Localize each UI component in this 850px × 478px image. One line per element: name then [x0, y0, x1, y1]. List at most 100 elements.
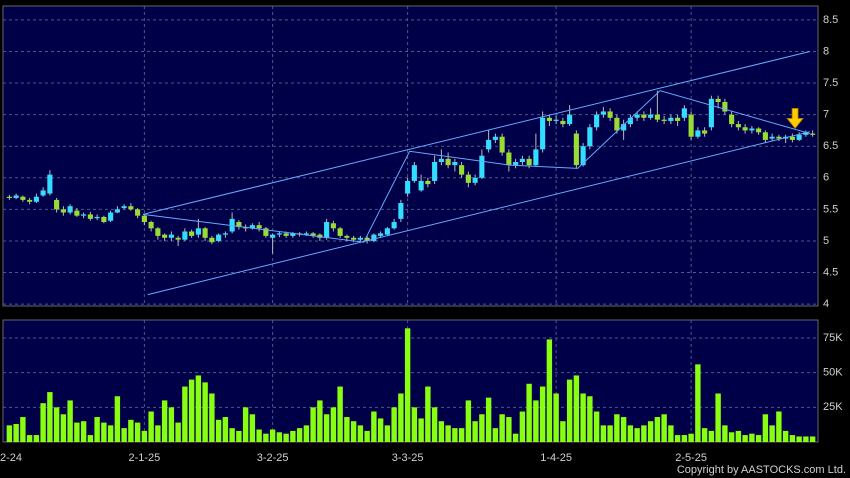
candle-body: [769, 136, 775, 139]
candle-body: [249, 225, 255, 229]
candle-body: [668, 117, 674, 121]
volume-bar: [303, 425, 310, 442]
volume-bar: [452, 428, 458, 442]
candle-body: [776, 136, 782, 139]
volume-bar: [519, 411, 526, 442]
candle-body: [33, 196, 39, 202]
volume-bar: [445, 425, 451, 442]
volume-bar: [215, 419, 222, 442]
candle-body: [654, 114, 660, 120]
volume-bar: [607, 425, 613, 442]
candle-body: [621, 124, 627, 131]
x-tick-label: 3-2-25: [257, 452, 289, 464]
volume-bar: [715, 393, 721, 442]
candle-body: [236, 222, 242, 228]
candle-body: [310, 233, 316, 236]
candle-body: [74, 210, 80, 216]
volume-bar: [67, 400, 73, 442]
candle-body: [810, 133, 816, 135]
volume-bar: [161, 400, 168, 442]
volume-bar: [499, 414, 505, 442]
volume-bar: [587, 396, 593, 442]
candle-body: [330, 223, 336, 229]
candle-body: [486, 139, 492, 150]
volume-bar: [620, 417, 627, 442]
y-tick-label: 4.5: [823, 266, 838, 278]
candle-body: [573, 133, 579, 166]
y-tick-label: 25K: [823, 401, 843, 413]
candle-body: [81, 214, 87, 216]
trend-line: [142, 50, 811, 215]
candle-body: [607, 111, 613, 118]
x-tick-label: 2-24: [0, 452, 22, 464]
y-tick-label: 5.5: [823, 203, 838, 215]
candle-body: [715, 98, 721, 102]
volume-bar: [782, 430, 789, 442]
candle-body: [155, 228, 161, 236]
y-tick-label: 5: [823, 235, 829, 247]
volume-bar: [654, 417, 661, 442]
y-tick-label: 8.5: [823, 14, 838, 26]
volume-bar: [661, 414, 667, 442]
volume-bar: [526, 383, 532, 442]
volume-bar: [155, 425, 161, 442]
volume-bar: [182, 386, 188, 442]
candle-body: [702, 130, 708, 134]
candle-body: [135, 209, 141, 216]
volume-bar: [263, 433, 269, 442]
arrow-marker: [786, 108, 804, 130]
candle-body: [114, 209, 120, 213]
volume-bar: [107, 425, 114, 442]
candle-body: [13, 195, 19, 198]
volume-bar: [674, 435, 681, 442]
candle-body: [546, 117, 552, 121]
candle-body: [762, 132, 768, 140]
candle-body: [533, 149, 539, 166]
candle-body: [87, 214, 93, 219]
volume-bar: [101, 422, 107, 442]
candle-body: [357, 237, 363, 240]
volume-bar: [512, 433, 519, 442]
candle-body: [506, 152, 512, 166]
volume-bar: [809, 436, 816, 442]
candle-body: [101, 216, 107, 222]
trend-line: [142, 90, 811, 243]
candle-body: [40, 190, 46, 196]
candle-body: [270, 234, 276, 238]
volume-bar: [87, 435, 94, 442]
y-tick-label: 4: [823, 298, 829, 310]
volume-panel: [2, 319, 819, 443]
volume-bar: [688, 433, 694, 442]
candle-body: [438, 158, 444, 162]
candle-body: [526, 158, 532, 166]
candle-body: [681, 108, 687, 118]
volume-bar: [249, 414, 256, 442]
candle-body: [141, 215, 147, 222]
volume-bar: [728, 432, 735, 442]
volume-bar: [344, 417, 350, 442]
volume-bar: [398, 393, 404, 442]
candle-body: [216, 234, 222, 241]
volume-bar: [553, 393, 559, 442]
candle-body: [580, 146, 586, 166]
candle-body: [128, 206, 134, 210]
volume-bar: [465, 400, 472, 442]
x-tick-label: 2-1-25: [128, 452, 160, 464]
candle-body: [627, 117, 633, 125]
candle-body: [148, 222, 154, 229]
candle-body: [648, 114, 654, 118]
candle-body: [472, 177, 478, 183]
candle-body: [351, 237, 357, 240]
volume-bar: [384, 425, 391, 442]
volume-bar: [134, 422, 141, 442]
volume-bar: [614, 414, 620, 442]
candle-body: [445, 158, 451, 166]
candle-body: [303, 233, 309, 235]
candle-body: [364, 237, 370, 241]
volume-bar: [276, 432, 283, 442]
candle-body: [594, 114, 600, 128]
volume-bar: [755, 435, 762, 442]
candle-body: [459, 165, 465, 175]
volume-bar: [533, 400, 539, 442]
candle-body: [567, 114, 573, 125]
